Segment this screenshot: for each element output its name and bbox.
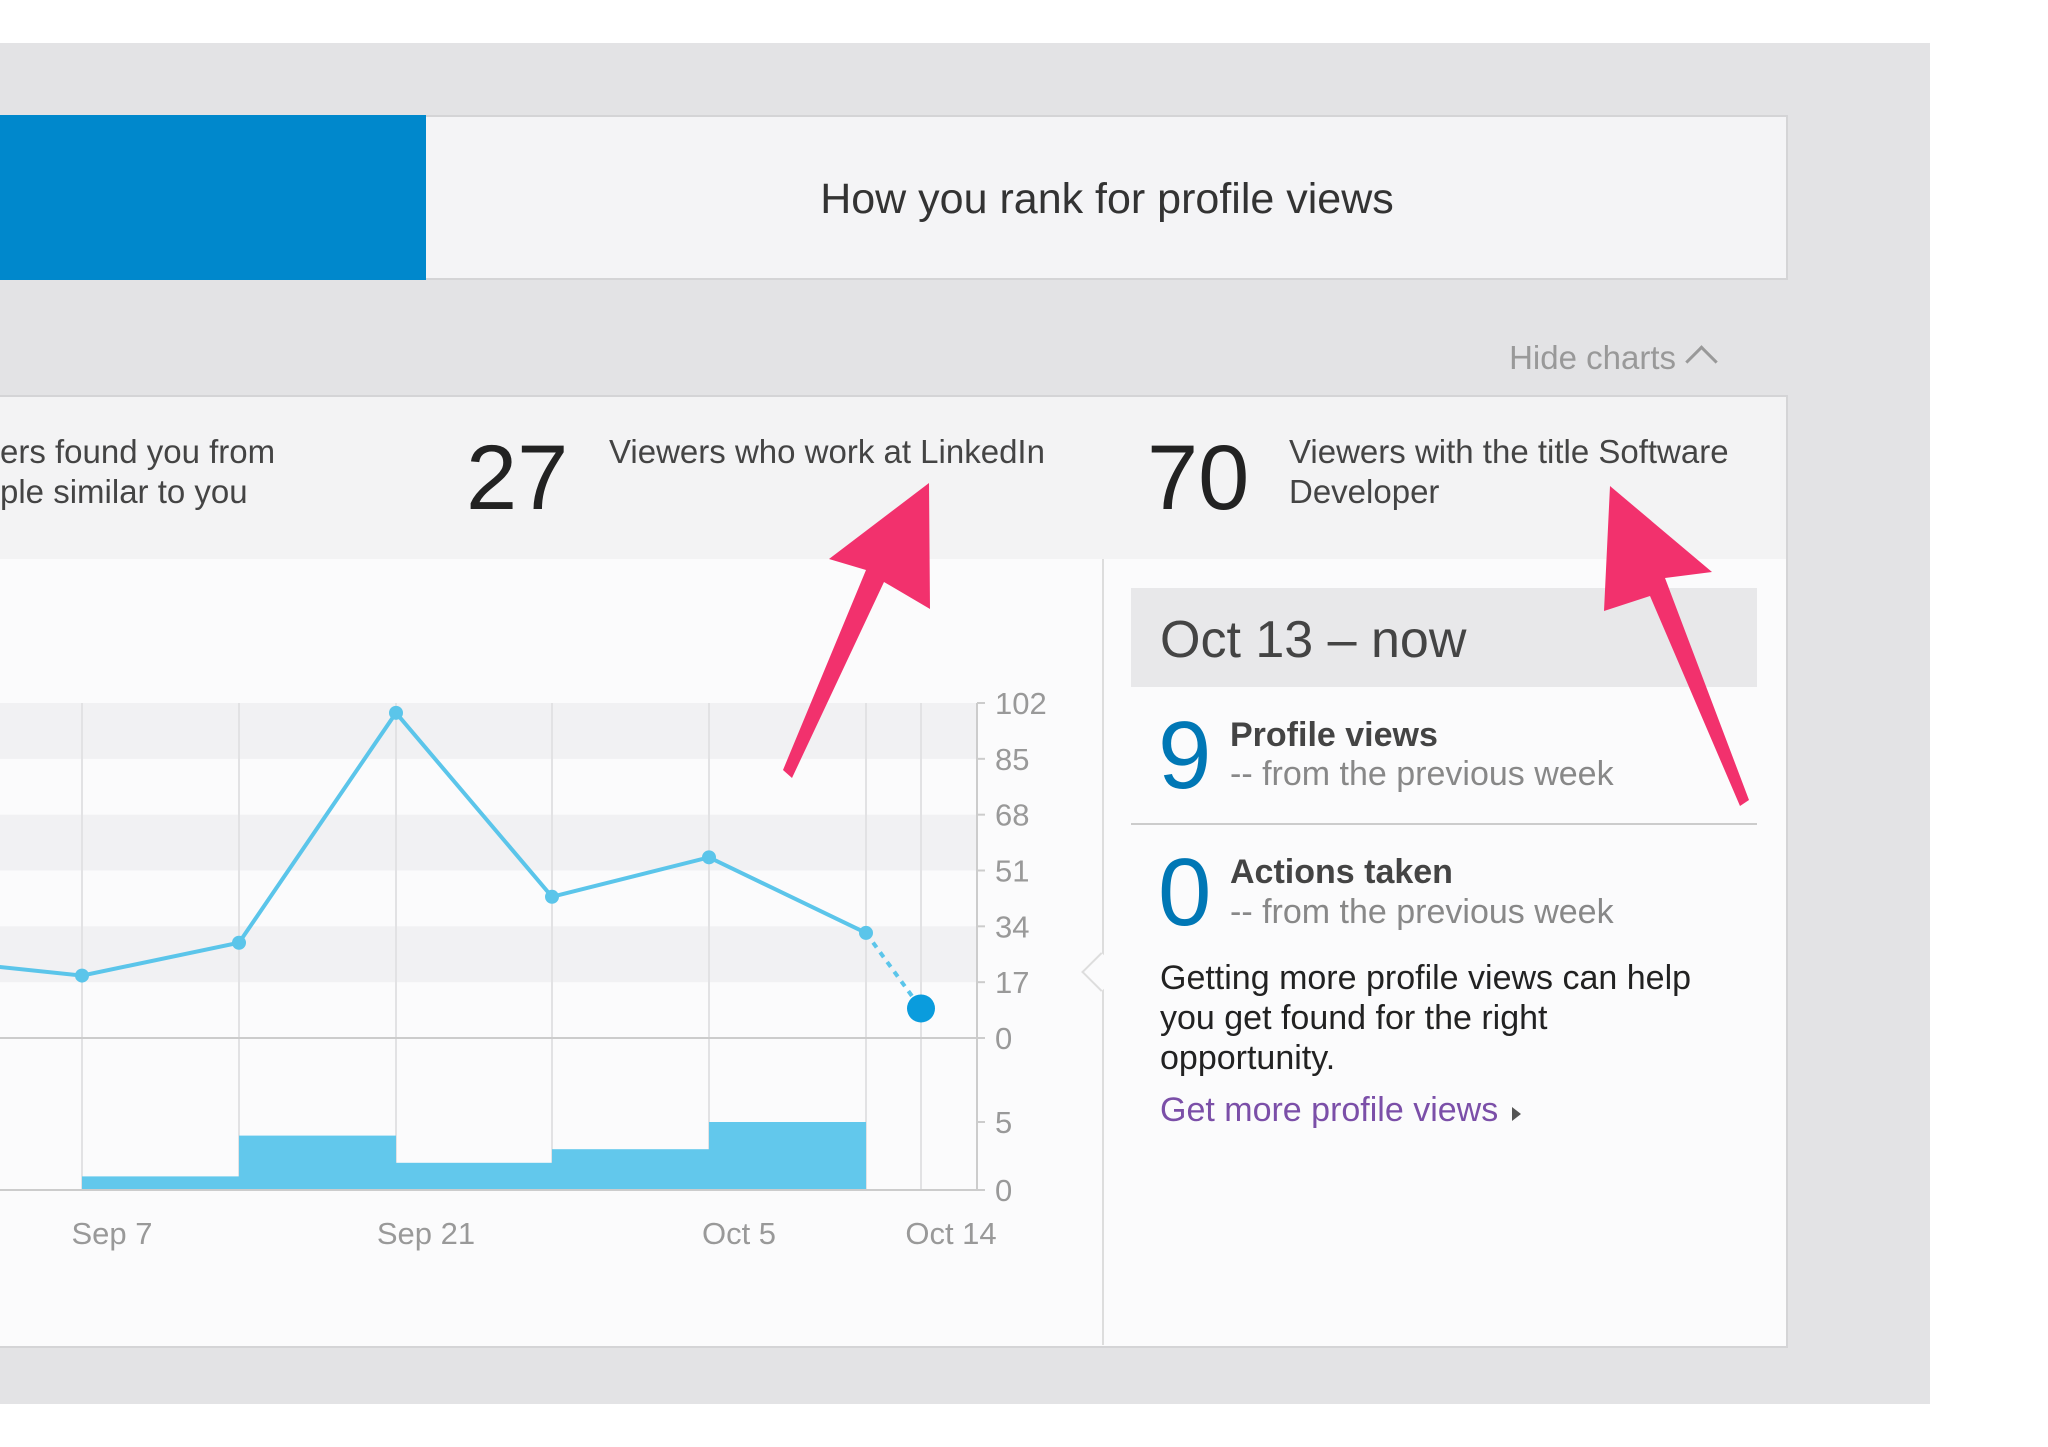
bar [552,1149,709,1190]
divider [1102,559,1104,1345]
x-tick-label: Sep 21 [377,1216,475,1251]
y-tick-label: 0 [995,1173,1012,1208]
stat-label: ers found you from [0,433,276,470]
x-tick-label: Oct 5 [702,1216,776,1251]
y-tick-label: 51 [995,854,1029,889]
stat-label: Viewers who work at LinkedIn [609,433,1045,470]
point [232,935,246,950]
x-tick-label: Oct 14 [905,1216,996,1251]
point [545,889,559,904]
point [859,925,873,940]
metric-label: Actions taken [1230,853,1453,891]
y-tick-label: 102 [995,686,1047,721]
grid-band [0,926,977,983]
period-box: Oct 13 – now [1131,588,1757,687]
y-tick-label: 68 [995,798,1029,833]
bar [396,1162,552,1190]
period: Oct 13 – now [1160,611,1467,669]
hide-charts[interactable]: Hide charts [1509,339,1676,376]
line-current [864,931,923,1010]
tab-title[interactable]: How you rank for profile views [820,175,1394,223]
stat-label: Developer [1289,473,1440,510]
y-tick-label: 17 [995,965,1029,1000]
bar [239,1135,396,1190]
point [702,850,716,865]
link[interactable]: Get more profile views [1160,1091,1521,1130]
stat-label: Viewers with the title Software [1289,433,1729,470]
tab[interactable] [0,115,426,280]
y-tick-label: 0 [995,1021,1012,1056]
bar [82,1176,239,1190]
point [75,968,89,983]
stat-label: ple similar to you [0,473,248,510]
tip: Getting more profile views can help you … [1160,959,1692,1077]
plot [0,703,977,1190]
bar [709,1122,866,1190]
metric-value: 0 [1158,839,1212,946]
point [907,994,935,1023]
stat-value: 27 [466,427,569,529]
y-tick-label: 85 [995,742,1029,777]
y-tick-label: 34 [995,909,1029,944]
metric-sub: -- from the previous week [1230,893,1614,931]
point [389,705,403,720]
y-tick-label: 5 [995,1105,1012,1140]
stat-value: 70 [1147,427,1250,529]
metric-sub: -- from the previous week [1230,755,1614,793]
separator [1131,823,1757,825]
chart: 0 17 34 51 68 85 102 Sep 7 Sep 21 Oct 5 Oct 14 0 5 [0,686,1047,1251]
grid-band [0,703,977,759]
metric-label: Profile views [1230,716,1438,754]
x-tick-label: Sep 7 [71,1216,152,1251]
metric-value: 9 [1158,702,1212,809]
